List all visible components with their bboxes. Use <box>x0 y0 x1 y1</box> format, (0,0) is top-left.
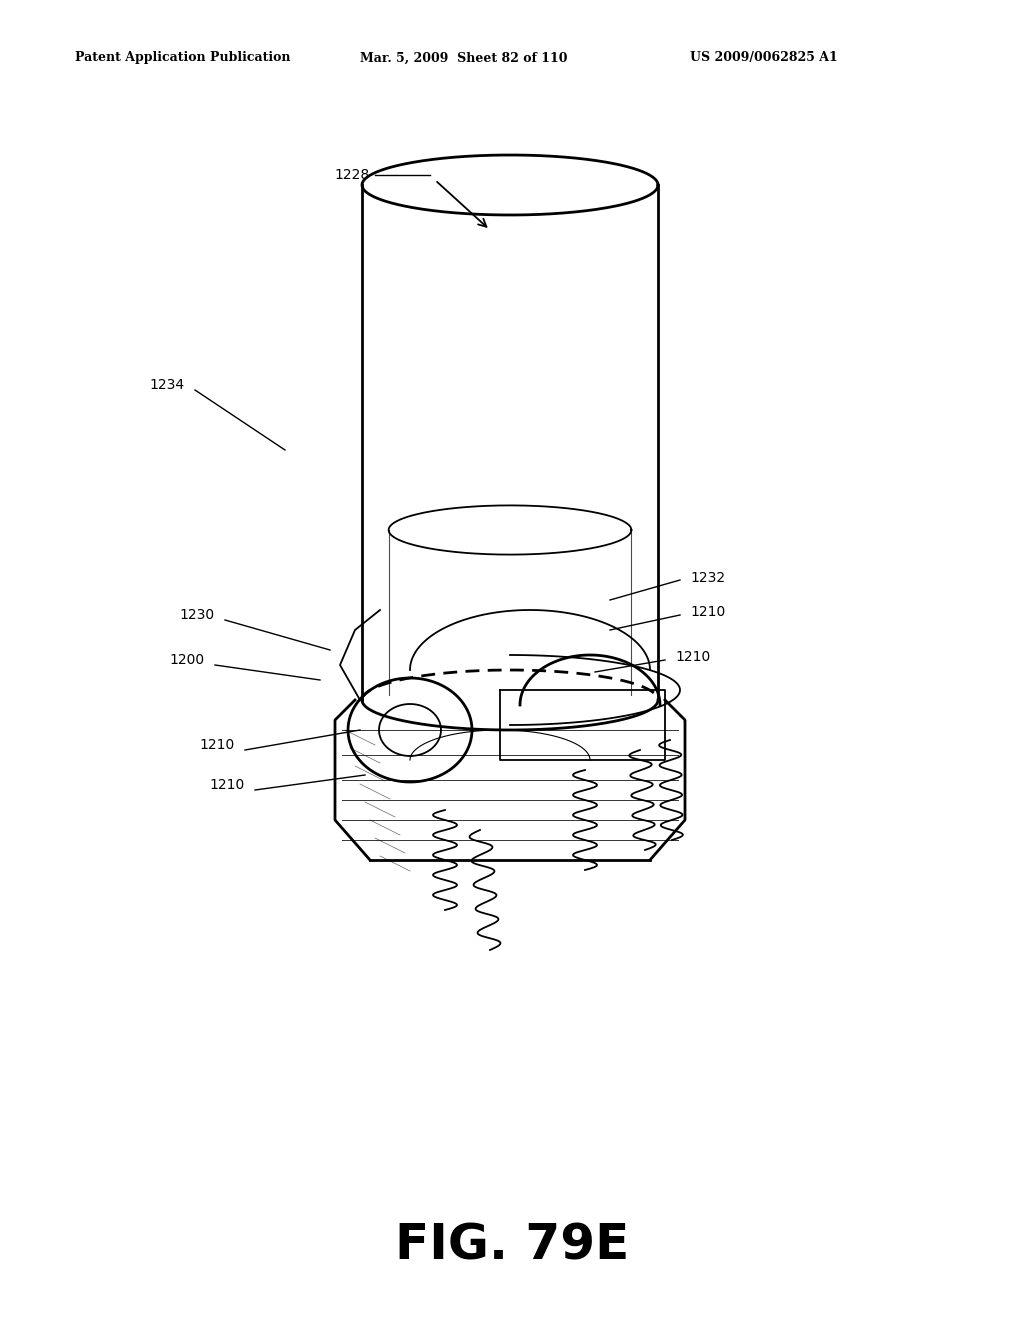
Text: 1210: 1210 <box>690 605 725 619</box>
Text: Mar. 5, 2009  Sheet 82 of 110: Mar. 5, 2009 Sheet 82 of 110 <box>360 51 567 65</box>
Text: 1230: 1230 <box>180 609 215 622</box>
Text: FIG. 79E: FIG. 79E <box>395 1221 629 1269</box>
Text: US 2009/0062825 A1: US 2009/0062825 A1 <box>690 51 838 65</box>
Text: 1200: 1200 <box>170 653 205 667</box>
Text: 1210: 1210 <box>200 738 234 752</box>
Text: 1234: 1234 <box>150 378 185 392</box>
Text: 1210: 1210 <box>210 777 245 792</box>
Text: Patent Application Publication: Patent Application Publication <box>75 51 291 65</box>
Text: 1232: 1232 <box>690 572 725 585</box>
Text: 1228: 1228 <box>335 168 370 182</box>
Text: 1210: 1210 <box>675 649 711 664</box>
